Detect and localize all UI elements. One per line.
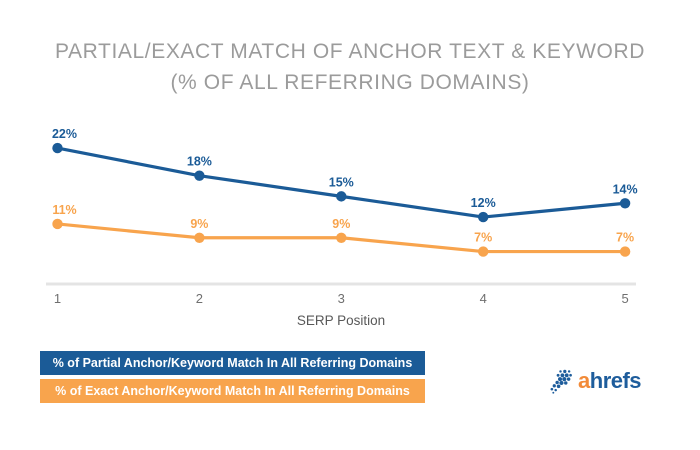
svg-text:4: 4 <box>480 291 487 306</box>
svg-text:1: 1 <box>54 291 61 306</box>
ahrefs-logo: ahrefs <box>549 366 642 396</box>
chart-title: PARTIAL/EXACT MATCH OF ANCHOR TEXT & KEY… <box>0 36 700 98</box>
legend-item-exact-label: % of Exact Anchor/Keyword Match In All R… <box>55 384 410 398</box>
ahrefs-logo-letters-hrefs: hrefs <box>589 368 642 393</box>
svg-text:5: 5 <box>621 291 628 306</box>
ahrefs-dotted-cursor-icon <box>550 369 572 394</box>
chart-title-line1: PARTIAL/EXACT MATCH OF ANCHOR TEXT & KEY… <box>55 40 645 63</box>
svg-text:9%: 9% <box>190 217 208 231</box>
chart-title-line2: (% OF ALL REFERRING DOMAINS) <box>170 71 530 94</box>
legend-item-partial-label: % of Partial Anchor/Keyword Match In All… <box>52 356 413 370</box>
svg-text:SERP Position: SERP Position <box>297 313 385 328</box>
svg-text:11%: 11% <box>52 203 76 217</box>
svg-text:15%: 15% <box>329 175 354 189</box>
svg-text:7%: 7% <box>474 231 492 245</box>
ahrefs-logo-text: ahrefs <box>578 366 642 396</box>
line-chart: 1 2 3 4 5 SERP Position 22% 18% 15% 12% 14% 11% 9% 9%… <box>46 127 638 328</box>
ahrefs-logo-letter-a: a <box>578 368 590 393</box>
svg-text:9%: 9% <box>332 217 350 231</box>
svg-text:18%: 18% <box>187 155 212 169</box>
svg-text:12%: 12% <box>471 196 496 210</box>
svg-text:2: 2 <box>196 291 203 306</box>
legend-item-exact-match: % of Exact Anchor/Keyword Match In All R… <box>40 379 425 403</box>
svg-text:22%: 22% <box>52 127 77 141</box>
svg-text:7%: 7% <box>616 231 634 245</box>
svg-text:3: 3 <box>338 291 345 306</box>
legend-item-partial-match: % of Partial Anchor/Keyword Match In All… <box>40 351 425 375</box>
svg-text:14%: 14% <box>613 182 638 196</box>
